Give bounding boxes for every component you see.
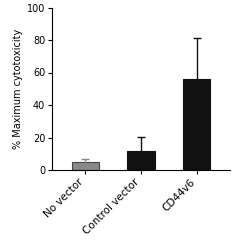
Y-axis label: % Maximum cytotoxicity: % Maximum cytotoxicity [13, 28, 23, 149]
Bar [183, 79, 210, 170]
Bar [127, 150, 155, 170]
Bar [72, 162, 99, 170]
